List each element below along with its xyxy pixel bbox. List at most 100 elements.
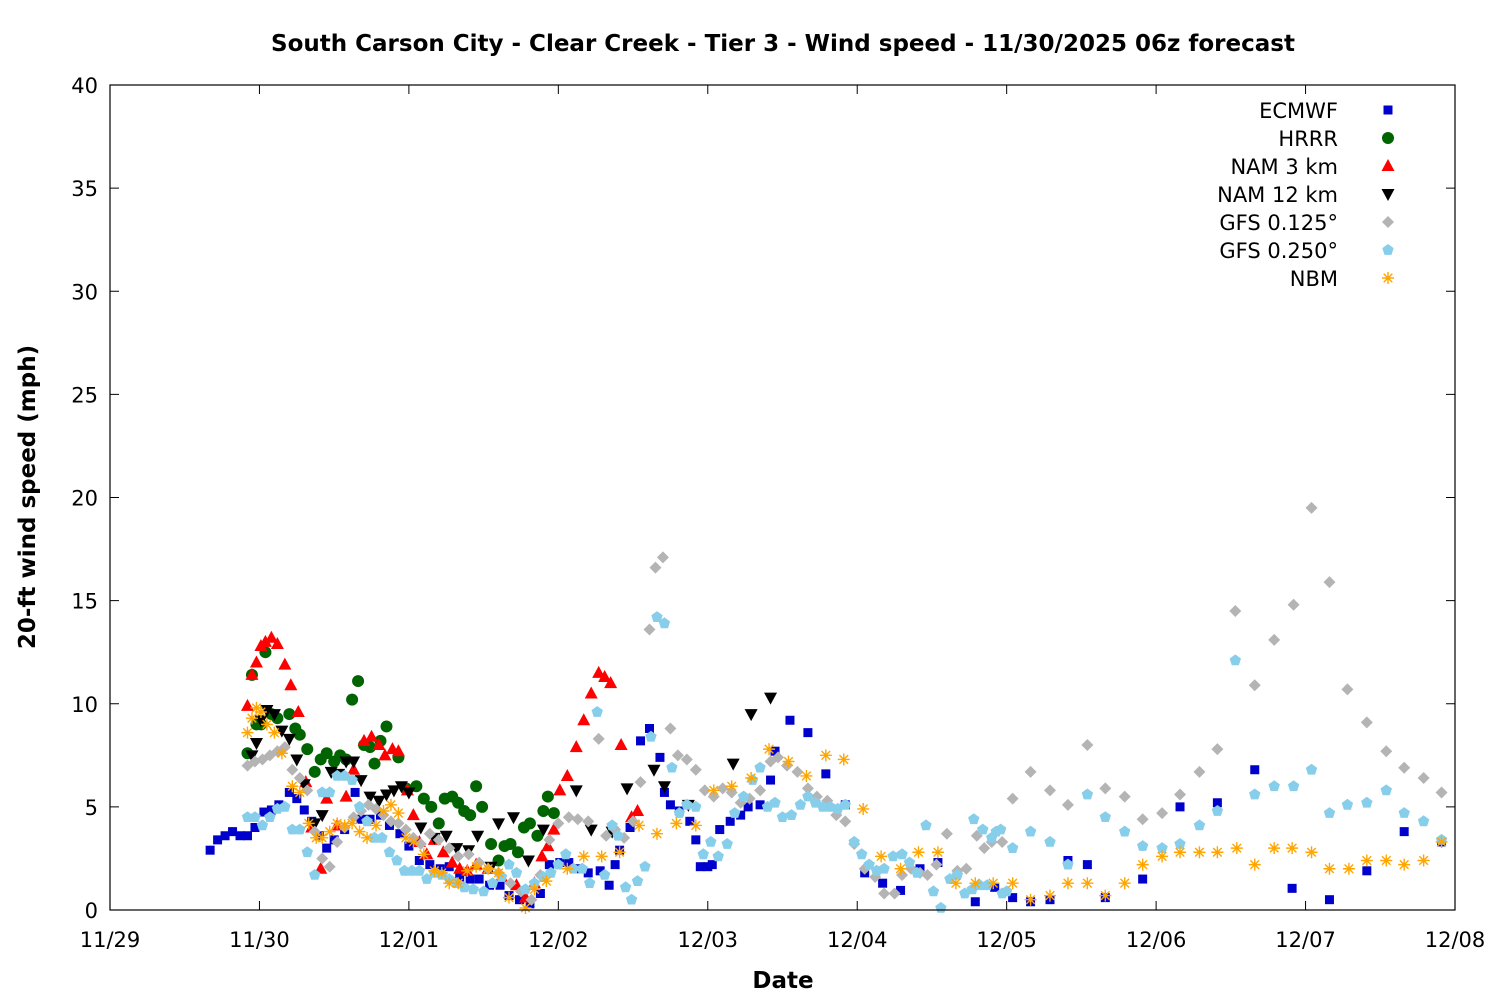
point-ecmwf (1287, 883, 1297, 893)
point-nbm (894, 862, 907, 875)
point-hrrr (368, 757, 381, 770)
x-tick-label: 11/30 (229, 928, 290, 952)
point-nam-3-km (284, 678, 298, 691)
legend-label-gfs-0-250: GFS 0.250° (1219, 239, 1338, 263)
point-ecmwf (1008, 893, 1018, 903)
point-nbm (1156, 850, 1169, 863)
point-ecmwf (970, 897, 980, 907)
point-gfs-0-250 (1137, 840, 1149, 851)
point-nbm (302, 817, 315, 830)
point-nbm (1174, 846, 1187, 859)
point-ecmwf (322, 843, 332, 853)
y-tick-label: 35 (71, 177, 98, 201)
point-gfs-0-250 (1287, 780, 1300, 792)
point-nbm (338, 819, 351, 832)
legend-label-ecmwf: ECMWF (1259, 99, 1338, 123)
point-gfs-0-125 (582, 815, 595, 828)
point-nbm (875, 850, 888, 863)
point-gfs-0-250 (968, 813, 980, 825)
point-gfs-0-250 (467, 883, 479, 895)
point-nam-3-km (347, 762, 361, 775)
point-gfs-0-250 (294, 823, 306, 835)
point-gfs-0-125 (940, 827, 953, 840)
point-ecmwf (514, 895, 524, 905)
legend-marker-gfs-0-125 (1382, 216, 1394, 228)
legend-marker-gfs-0-250 (1382, 244, 1394, 255)
point-ecmwf (465, 874, 475, 884)
point-gfs-0-250 (705, 835, 717, 847)
point-gfs-0-250 (977, 823, 989, 835)
point-nbm (1305, 846, 1318, 859)
point-gfs-0-250 (406, 864, 418, 876)
point-gfs-0-250 (1417, 815, 1430, 827)
point-nam-3-km (270, 636, 284, 649)
point-ecmwf (1138, 874, 1148, 884)
y-axis-label: 20-ft wind speed (mph) (15, 345, 41, 649)
point-nam-3-km (553, 783, 567, 796)
point-nbm (1211, 846, 1224, 859)
point-nam-3-km (614, 738, 628, 750)
point-gfs-0-250 (383, 846, 396, 858)
point-nbm (417, 848, 430, 861)
point-nbm (1193, 846, 1206, 859)
point-nbm (577, 850, 590, 863)
point-hrrr (283, 708, 296, 721)
point-nam-3-km (245, 667, 259, 680)
point-nam-12-km (657, 781, 671, 794)
point-gfs-0-125 (323, 860, 336, 873)
point-nam-12-km (347, 756, 361, 769)
point-hrrr (425, 800, 438, 813)
point-gfs-0-125 (1156, 807, 1169, 820)
y-tick-label: 15 (71, 590, 98, 614)
point-gfs-0-125 (1136, 813, 1149, 826)
point-gfs-0-250 (712, 850, 724, 862)
point-gfs-0-250 (421, 873, 433, 884)
point-ecmwf (1250, 765, 1260, 775)
point-hrrr (464, 809, 477, 822)
point-gfs-0-250 (503, 858, 515, 870)
point-gfs-0-250 (376, 831, 388, 843)
point-nam-12-km (726, 758, 740, 771)
point-gfs-0-250 (584, 877, 596, 888)
point-nbm (613, 846, 626, 859)
point-ecmwf (495, 880, 505, 890)
point-gfs-0-250 (681, 798, 693, 810)
point-gfs-0-250 (1268, 780, 1280, 792)
point-ecmwf (414, 856, 424, 865)
point-nbm (1136, 858, 1149, 871)
point-gfs-0-250 (249, 811, 261, 822)
point-gfs-0-250 (391, 854, 403, 866)
point-nbm (1398, 858, 1411, 871)
point-gfs-0-250 (817, 800, 829, 812)
y-tick-label: 10 (71, 693, 98, 717)
point-nam-3-km (547, 822, 561, 835)
legend-label-nbm: NBM (1290, 267, 1338, 291)
legend-marker-ecmwf (1383, 105, 1393, 115)
point-ecmwf (544, 860, 554, 870)
point-gfs-0-125 (791, 765, 804, 778)
point-hrrr (346, 693, 359, 706)
point-gfs-0-125 (452, 850, 465, 863)
point-hrrr (301, 743, 314, 756)
point-gfs-0-125 (370, 802, 383, 815)
point-hrrr (485, 838, 498, 850)
point-hrrr (417, 792, 430, 805)
point-nam-3-km (541, 839, 555, 852)
point-nbm (361, 831, 374, 844)
point-gfs-0-125 (592, 732, 605, 745)
point-gfs-0-125 (664, 722, 677, 735)
point-gfs-0-125 (698, 784, 711, 797)
point-gfs-0-125 (293, 772, 306, 784)
point-nbm (528, 883, 541, 896)
point-gfs-0-125 (930, 858, 943, 871)
point-ecmwf (404, 841, 414, 851)
point-gfs-0-250 (785, 809, 798, 820)
point-nam-12-km (402, 787, 416, 800)
point-nbm (353, 825, 366, 838)
point-gfs-0-125 (1211, 743, 1224, 756)
point-gfs-0-125 (1081, 739, 1094, 751)
point-ecmwf (1399, 827, 1409, 837)
point-nbm (650, 827, 663, 840)
point-gfs-0-250 (1361, 796, 1373, 808)
point-nbm (819, 749, 832, 762)
